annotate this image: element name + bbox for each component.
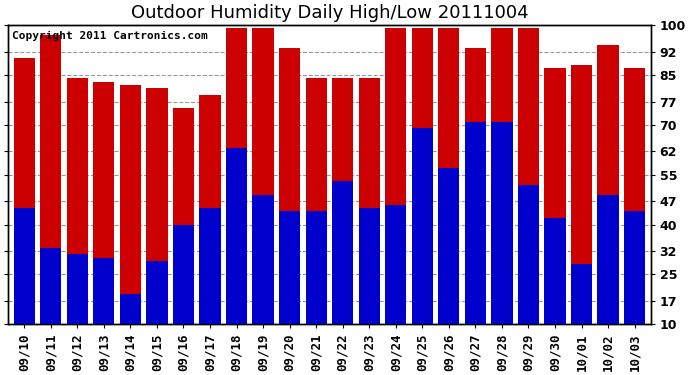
Bar xyxy=(173,225,194,357)
Bar xyxy=(173,108,194,357)
Bar xyxy=(279,211,300,357)
Bar xyxy=(67,78,88,357)
Bar xyxy=(146,88,168,357)
Bar xyxy=(598,45,619,357)
Bar xyxy=(199,208,221,357)
Bar xyxy=(412,28,433,357)
Bar xyxy=(385,28,406,357)
Bar xyxy=(518,184,539,357)
Bar xyxy=(120,294,141,357)
Bar xyxy=(199,95,221,357)
Bar xyxy=(226,148,247,357)
Bar xyxy=(491,28,513,357)
Bar xyxy=(465,122,486,357)
Bar xyxy=(571,65,592,357)
Bar xyxy=(306,78,327,357)
Bar xyxy=(14,208,35,357)
Bar xyxy=(359,208,380,357)
Bar xyxy=(14,58,35,357)
Bar xyxy=(491,122,513,357)
Bar xyxy=(332,182,353,357)
Bar xyxy=(40,35,61,357)
Bar xyxy=(253,195,274,357)
Bar xyxy=(306,211,327,357)
Bar xyxy=(93,258,115,357)
Bar xyxy=(385,205,406,357)
Bar xyxy=(438,28,460,357)
Bar xyxy=(120,85,141,357)
Bar xyxy=(359,78,380,357)
Bar xyxy=(518,28,539,357)
Bar xyxy=(226,28,247,357)
Title: Outdoor Humidity Daily High/Low 20111004: Outdoor Humidity Daily High/Low 20111004 xyxy=(130,4,529,22)
Text: Copyright 2011 Cartronics.com: Copyright 2011 Cartronics.com xyxy=(12,31,207,41)
Bar xyxy=(571,264,592,357)
Bar xyxy=(598,195,619,357)
Bar xyxy=(67,255,88,357)
Bar xyxy=(332,78,353,357)
Bar xyxy=(93,82,115,357)
Bar xyxy=(624,68,645,357)
Bar xyxy=(40,248,61,357)
Bar xyxy=(624,211,645,357)
Bar xyxy=(544,68,566,357)
Bar xyxy=(146,261,168,357)
Bar xyxy=(465,48,486,357)
Bar xyxy=(438,168,460,357)
Bar xyxy=(253,28,274,357)
Bar xyxy=(279,48,300,357)
Bar xyxy=(412,128,433,357)
Bar xyxy=(544,218,566,357)
